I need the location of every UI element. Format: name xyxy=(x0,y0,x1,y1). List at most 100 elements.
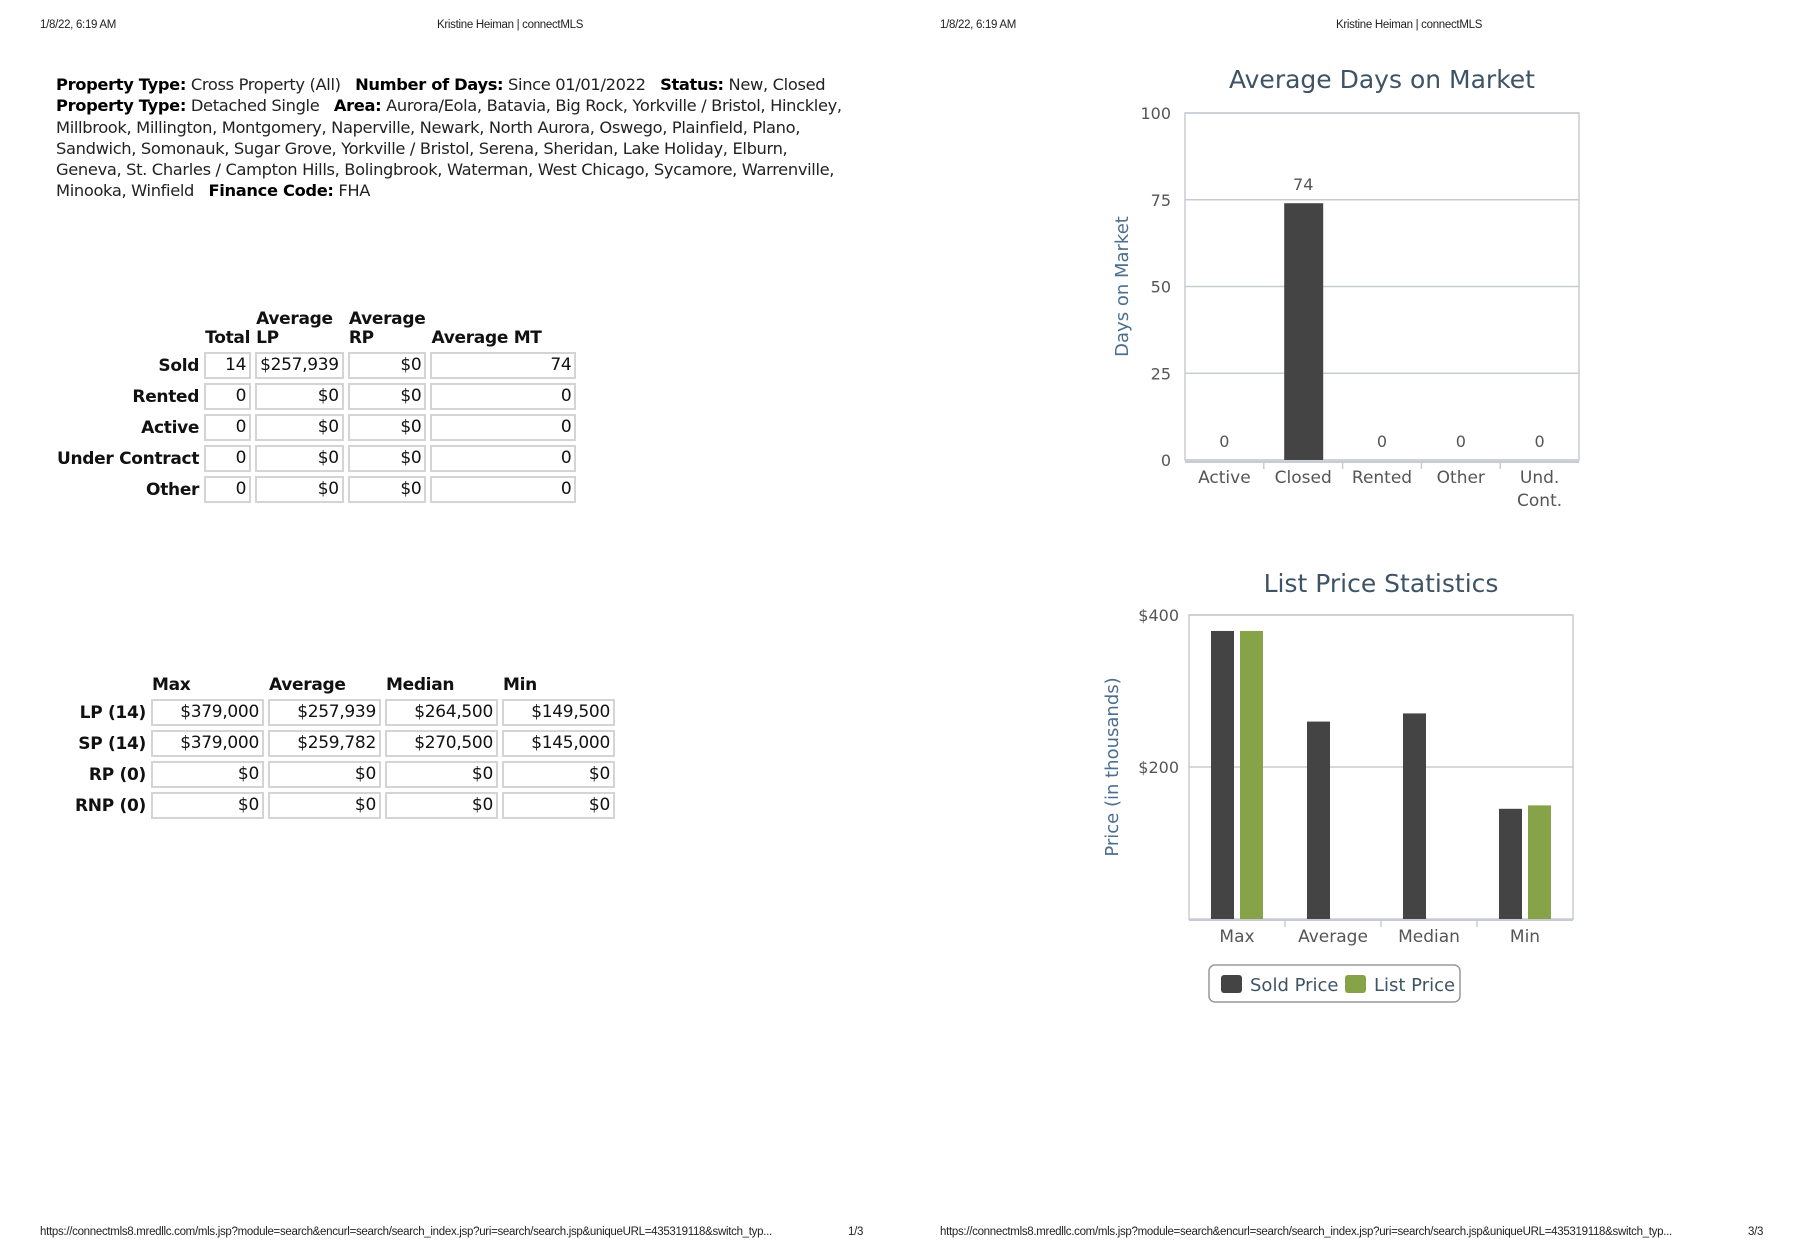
table-cell: $145,000 xyxy=(501,730,615,757)
criteria-value: Since 01/01/2022 xyxy=(508,75,646,94)
page1-header-title: Kristine Heiman | connectMLS xyxy=(437,19,584,31)
row-label: RNP (0) xyxy=(75,795,146,816)
table-cell: 0 xyxy=(204,476,252,503)
page1-footer-url: https://connectmls8.mredllc.com/mls.jsp?… xyxy=(40,1226,772,1238)
criteria-value: Cross Property (All) xyxy=(190,75,341,94)
legend-label: Sold Price xyxy=(1250,975,1339,996)
table-cell: $257,939 xyxy=(267,699,381,726)
table-cell: 14 xyxy=(204,352,252,379)
legend-box xyxy=(1208,964,1461,1003)
table-cell: 0 xyxy=(204,445,252,472)
table-row: Rented 0 $0 $0 0 xyxy=(56,383,577,410)
table-cell: 0 xyxy=(430,414,577,441)
y-tick-label: 0 xyxy=(1161,451,1171,470)
table-cell: 74 xyxy=(430,352,577,379)
table-cell: $379,000 xyxy=(150,699,264,726)
page1-footer-page: 1/3 xyxy=(848,1226,864,1238)
row-label: Sold xyxy=(158,355,200,376)
table-cell: $270,500 xyxy=(384,730,498,757)
bar-list-price-min xyxy=(1528,805,1551,919)
status-summary-table: Total Average LP Average RP Average MT Sold 1… xyxy=(52,306,580,507)
row-label: Under Contract xyxy=(57,448,200,469)
table-row: RNP (0) $0 $0 $0 $0 xyxy=(74,792,615,819)
criteria-value: FHA xyxy=(338,181,371,201)
table-cell: $0 xyxy=(255,383,344,410)
table-cell: $0 xyxy=(347,476,427,503)
row-label: Active xyxy=(141,417,200,438)
y-tick-label: 100 xyxy=(1140,104,1171,123)
column-header: Average MT xyxy=(431,328,542,348)
y-axis-title: Days on Market xyxy=(1112,216,1133,357)
row-label: RP (0) xyxy=(88,764,146,785)
table-cell: 0 xyxy=(204,414,252,441)
x-tick-label: Closed xyxy=(1275,468,1332,488)
x-tick-label: Median xyxy=(1398,927,1460,947)
table-cell: 0 xyxy=(430,476,577,503)
x-tick-label: Rented xyxy=(1352,468,1412,488)
table-cell: $0 xyxy=(150,761,264,788)
data-label: 0 xyxy=(1535,432,1545,451)
criteria-label: Finance Code: xyxy=(208,181,334,201)
table-cell: $0 xyxy=(501,761,615,788)
table-cell: $0 xyxy=(384,792,498,819)
bar-sold-price-min xyxy=(1499,808,1522,919)
y-tick-label: 75 xyxy=(1151,191,1171,210)
legend-label: List Price xyxy=(1374,975,1455,996)
search-criteria: Property Type: Cross Property (All) Numb… xyxy=(56,74,856,202)
average-days-on-market-chart: Average Days on Market 0 25 50 75 100 Days on … xyxy=(1112,65,1580,511)
header-row: Total Average LP Average RP Average MT xyxy=(56,310,576,348)
column-header: Max xyxy=(151,675,191,695)
table-cell: $0 xyxy=(384,761,498,788)
list-price-statistics-chart: List Price Statistics $200 $400 Price (in t… xyxy=(1102,569,1574,1003)
y-axis-title: Price (in thousands) xyxy=(1102,677,1123,856)
criteria-label: Property Type: xyxy=(56,75,187,94)
table-cell: 0 xyxy=(204,383,252,410)
bar-closed xyxy=(1284,203,1324,460)
page3-header-date: 1/8/22, 6:19 AM xyxy=(940,19,1017,31)
chart-title: List Price Statistics xyxy=(1264,569,1499,598)
column-header: Median xyxy=(385,675,455,695)
table-cell: $149,500 xyxy=(501,699,615,726)
table-cell: $264,500 xyxy=(384,699,498,726)
column-header: Average LP xyxy=(256,309,333,348)
criteria-label: Number of Days: xyxy=(355,75,504,94)
criteria-value: Aurora/Eola, Batavia, Big Rock, Yorkvill… xyxy=(56,96,842,201)
page3-footer-page: 3/3 xyxy=(1748,1226,1764,1238)
column-header: Average xyxy=(268,675,346,695)
table-cell: $0 xyxy=(347,383,427,410)
table-row: Active 0 $0 $0 0 xyxy=(56,414,577,441)
page3-footer-url: https://connectmls8.mredllc.com/mls.jsp?… xyxy=(940,1226,1672,1238)
table-row: RP (0) $0 $0 $0 $0 xyxy=(74,761,615,788)
row-label: LP (14) xyxy=(79,702,147,723)
table-cell: $0 xyxy=(255,445,344,472)
table-cell: $0 xyxy=(267,792,381,819)
y-tick-label: $200 xyxy=(1138,758,1179,777)
data-label: 0 xyxy=(1219,432,1229,451)
criteria-value: New, Closed xyxy=(728,75,826,94)
x-tick-label: Average xyxy=(1298,927,1368,947)
legend-swatch-list-price xyxy=(1345,975,1366,993)
table-cell: $0 xyxy=(347,414,427,441)
table-cell: $379,000 xyxy=(150,730,264,757)
table-row: Under Contract 0 $0 $0 0 xyxy=(56,445,577,472)
table-row: SP (14) $379,000 $259,782 $270,500 $145,000 xyxy=(74,730,615,757)
chart-title: Average Days on Market xyxy=(1229,65,1535,94)
legend-swatch-sold-price xyxy=(1221,975,1242,993)
y-tick-label: 50 xyxy=(1151,278,1171,297)
table-cell: $257,939 xyxy=(255,352,344,379)
page1-header-date: 1/8/22, 6:19 AM xyxy=(40,19,117,31)
x-tick-label: Active xyxy=(1198,468,1251,488)
data-label: 0 xyxy=(1456,432,1466,451)
table-cell: $0 xyxy=(255,476,344,503)
data-label: 0 xyxy=(1377,432,1387,451)
bar-sold-price-max xyxy=(1211,630,1234,919)
x-tick-label: Other xyxy=(1437,468,1485,488)
table-cell: $0 xyxy=(150,792,264,819)
table-cell: $0 xyxy=(347,352,427,379)
bar-sold-price-average xyxy=(1307,721,1330,919)
column-header: Min xyxy=(502,675,537,695)
page3-header-title: Kristine Heiman | connectMLS xyxy=(1336,19,1483,31)
header-row: Max Average Median Min xyxy=(74,676,615,695)
criteria-label: Area: xyxy=(333,96,382,116)
price-statistics-table: Max Average Median Min LP (14) $379,000 $257,9… xyxy=(70,672,619,823)
